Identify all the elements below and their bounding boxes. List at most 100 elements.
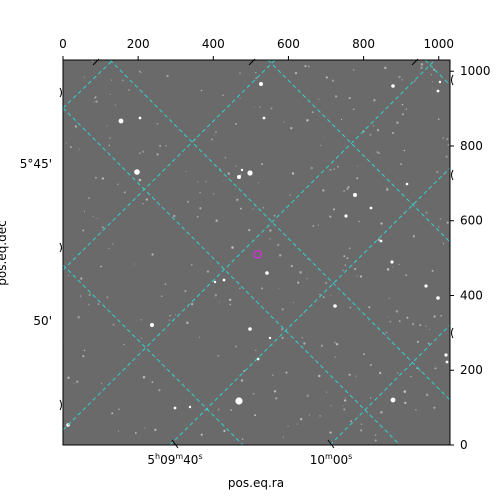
faint-star bbox=[370, 397, 372, 399]
faint-star bbox=[281, 336, 284, 339]
bright-star bbox=[265, 271, 269, 275]
faint-star bbox=[334, 95, 338, 98]
faint-star bbox=[300, 418, 303, 421]
faint-star bbox=[222, 94, 224, 96]
bright-star bbox=[256, 357, 260, 361]
grid-line bbox=[63, 264, 244, 445]
top-tick-label: 400 bbox=[202, 37, 225, 51]
faint-star bbox=[344, 264, 347, 266]
faint-star bbox=[212, 192, 215, 195]
faint-star bbox=[379, 371, 382, 375]
bright-star bbox=[436, 89, 440, 93]
faint-star bbox=[304, 64, 307, 68]
wcs-tick bbox=[451, 327, 454, 339]
faint-star bbox=[356, 275, 358, 277]
faint-star bbox=[291, 172, 295, 175]
faint-star bbox=[142, 203, 144, 205]
faint-star bbox=[197, 181, 199, 183]
faint-star bbox=[406, 316, 409, 319]
faint-star bbox=[200, 433, 203, 436]
faint-star bbox=[333, 208, 335, 211]
right-tick-label: 600 bbox=[460, 214, 483, 228]
faint-star bbox=[169, 315, 171, 317]
faint-star bbox=[206, 270, 210, 273]
faint-star bbox=[325, 391, 328, 393]
faint-star bbox=[311, 111, 314, 113]
faint-star bbox=[218, 301, 221, 303]
target-marker[interactable] bbox=[253, 250, 262, 259]
faint-star bbox=[318, 374, 321, 378]
faint-star bbox=[377, 238, 380, 241]
faint-star bbox=[223, 429, 226, 433]
faint-star bbox=[278, 288, 280, 290]
faint-star bbox=[88, 197, 90, 199]
faint-star bbox=[354, 267, 357, 271]
faint-star bbox=[343, 189, 346, 193]
faint-star bbox=[373, 125, 375, 127]
faint-star bbox=[282, 436, 284, 438]
faint-star bbox=[317, 224, 319, 226]
faint-star bbox=[142, 375, 146, 379]
faint-star bbox=[386, 268, 390, 271]
faint-star bbox=[416, 340, 419, 343]
faint-star bbox=[205, 180, 207, 183]
bright-star bbox=[390, 397, 396, 403]
faint-star bbox=[239, 72, 242, 75]
faint-star bbox=[154, 428, 157, 432]
faint-star bbox=[239, 287, 241, 289]
faint-star bbox=[73, 383, 75, 385]
faint-star bbox=[285, 371, 288, 374]
faint-star bbox=[396, 121, 399, 124]
faint-star bbox=[123, 343, 125, 346]
faint-star bbox=[151, 381, 154, 383]
faint-star bbox=[166, 74, 169, 78]
grid-line bbox=[63, 107, 401, 445]
bright-star bbox=[188, 405, 192, 409]
right-tick-label: 800 bbox=[460, 139, 483, 153]
faint-star bbox=[420, 63, 424, 66]
faint-star bbox=[330, 295, 332, 297]
faint-star bbox=[442, 137, 444, 139]
faint-star bbox=[287, 425, 289, 427]
faint-star bbox=[414, 80, 416, 82]
wcs-tick bbox=[59, 399, 62, 411]
right-pixel-axis: 0 200 400 600 800 1000 bbox=[450, 64, 491, 452]
faint-star bbox=[356, 177, 359, 180]
faint-star bbox=[198, 336, 201, 339]
grid-line bbox=[63, 60, 436, 431]
bright-star bbox=[173, 406, 177, 410]
faint-star bbox=[343, 399, 347, 402]
faint-star bbox=[160, 295, 163, 297]
faint-star bbox=[433, 315, 436, 318]
faint-star bbox=[94, 97, 96, 99]
faint-star bbox=[319, 414, 322, 417]
faint-star bbox=[283, 121, 285, 123]
faint-star bbox=[440, 314, 443, 317]
faint-star bbox=[392, 266, 394, 268]
faint-star bbox=[360, 429, 363, 432]
faint-star bbox=[276, 243, 280, 247]
faint-star bbox=[380, 411, 383, 414]
faint-star bbox=[415, 408, 417, 411]
right-tick-label: 0 bbox=[460, 438, 468, 452]
faint-star bbox=[320, 344, 324, 347]
faint-star bbox=[239, 97, 241, 100]
faint-star bbox=[114, 104, 117, 106]
faint-star bbox=[350, 420, 353, 423]
faint-star bbox=[329, 215, 332, 218]
faint-star bbox=[403, 390, 407, 393]
faint-star bbox=[411, 322, 415, 326]
ra-tick-label-1: 5h09m40s bbox=[147, 452, 202, 467]
faint-star bbox=[269, 237, 272, 240]
faint-star bbox=[290, 126, 293, 130]
faint-star bbox=[425, 211, 428, 214]
faint-star bbox=[325, 76, 328, 79]
faint-star bbox=[281, 308, 284, 311]
dec-tick-label: 50' bbox=[33, 314, 52, 328]
bright-star bbox=[268, 336, 272, 340]
faint-star bbox=[343, 255, 346, 258]
faint-star bbox=[92, 215, 94, 218]
faint-star bbox=[241, 438, 244, 441]
bright-star bbox=[379, 239, 383, 243]
faint-star bbox=[93, 101, 95, 103]
